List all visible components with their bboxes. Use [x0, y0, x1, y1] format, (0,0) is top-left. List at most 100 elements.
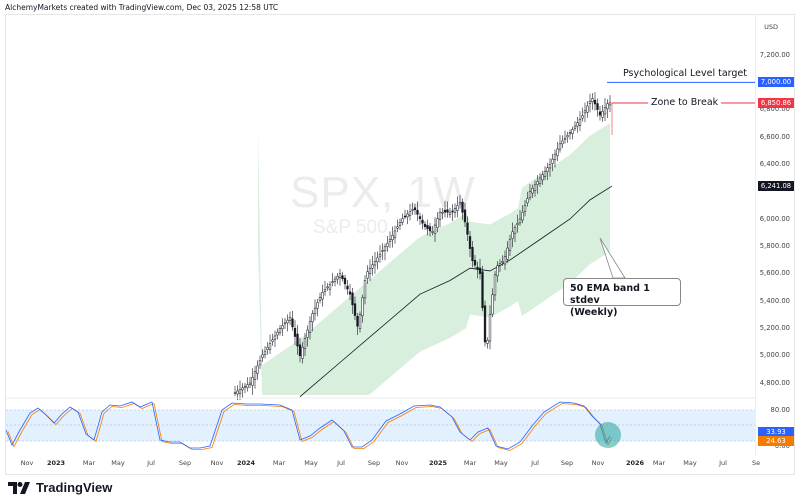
candle-body [476, 266, 479, 270]
candle-body [308, 321, 312, 333]
candle-body [436, 218, 439, 228]
candle-body [413, 207, 417, 211]
candle-body [478, 267, 482, 274]
candle-body [236, 390, 239, 395]
time-tick: Nov [20, 459, 34, 467]
candle-body [466, 222, 469, 235]
candle-body [563, 137, 567, 140]
price-tag: 6,241.08 [758, 181, 794, 191]
candle-body [406, 213, 409, 218]
candle-body [491, 294, 494, 315]
price-tag: 33.93 [758, 427, 794, 437]
candle-body [363, 280, 367, 299]
time-tick: 2024 [236, 459, 256, 467]
currency-unit: USD [764, 23, 778, 31]
candle-body [258, 359, 262, 366]
candle-body [571, 129, 574, 134]
callout-pointer [599, 237, 626, 279]
candle-body [581, 115, 584, 119]
time-tick: Se [751, 459, 761, 467]
candle-body [458, 202, 462, 205]
candle-body [471, 247, 474, 262]
price-tick: 6,800.00 [759, 105, 790, 113]
candle-body [591, 98, 594, 102]
candle-body [428, 226, 432, 232]
candle-body [248, 382, 252, 385]
time-tick: Nov [591, 459, 605, 467]
price-tag: 24.63 [758, 436, 794, 446]
candle-body [486, 340, 489, 344]
candle-body [418, 216, 422, 219]
candle-body [391, 234, 394, 241]
candle-body [513, 227, 517, 234]
candle-body [603, 107, 607, 115]
candle-body [508, 239, 512, 251]
candle-body [338, 273, 342, 279]
price-tick: 5,600.00 [759, 269, 790, 277]
candle-body [283, 322, 287, 325]
candle-body [306, 329, 309, 338]
candle-body [606, 103, 609, 110]
candle-body [543, 170, 547, 177]
candle-body [261, 354, 264, 358]
candle-body [311, 313, 314, 323]
ema-callout: 50 EMA band 1 stdev (Weekly) [563, 278, 681, 318]
candle-body [456, 205, 459, 211]
candle-body [523, 205, 527, 212]
price-axis[interactable]: USD 7,200.00 6,800.00 6,600.00 6,400.00 6,00… [755, 15, 796, 455]
candle-body [506, 247, 509, 260]
ema-callout-line1: 50 EMA band 1 stdev [570, 283, 650, 306]
price-tick: 4,800.00 [759, 379, 790, 387]
candle-body [608, 102, 612, 106]
time-tick: Sep [178, 459, 192, 467]
candle-body [296, 333, 299, 347]
candle-body [528, 191, 532, 198]
candle-body [481, 271, 484, 309]
ema-band-area [258, 123, 610, 396]
time-tick: 2023 [46, 459, 66, 467]
candle-body [276, 331, 279, 336]
candle-body [281, 325, 284, 330]
candle-body [593, 100, 597, 105]
price-tag: 6,850.86 [758, 98, 794, 108]
candle-body [251, 377, 254, 386]
candle-body [346, 285, 349, 290]
candle-body [358, 314, 362, 329]
candle-body [386, 242, 389, 247]
oversold-highlight [595, 422, 621, 448]
footer: TradingView [8, 480, 112, 495]
candle-body [288, 317, 292, 321]
candle-body [328, 284, 332, 290]
candle-body [511, 231, 514, 239]
candle-body [561, 140, 564, 145]
candle-body [541, 174, 544, 181]
candle-body [373, 261, 377, 266]
time-tick: 2026 [625, 459, 645, 467]
stoch-d-line [7, 402, 613, 451]
candle-body [376, 257, 379, 263]
price-tick: 5,800.00 [759, 242, 790, 250]
candle-body [383, 246, 387, 252]
candle-body [293, 327, 297, 337]
watermark-symbol: SPX, 1W [290, 168, 476, 217]
candle-body [416, 210, 419, 215]
candle-body [438, 211, 442, 220]
time-tick: Mar [82, 459, 96, 467]
price-tick: 6,000.00 [759, 215, 790, 223]
candle-body [566, 135, 569, 138]
candle-body [326, 286, 329, 289]
candle-body [488, 314, 492, 342]
stoch-k-line [5, 401, 611, 450]
candle-body [501, 261, 504, 263]
candle-body [356, 316, 359, 327]
candle-body [323, 289, 327, 292]
candle-body [583, 110, 587, 114]
candle-body [441, 211, 444, 214]
time-tick: Jul [147, 459, 155, 467]
candle-body [553, 153, 557, 160]
candle-body [243, 385, 247, 388]
candle-body [588, 100, 592, 105]
candle-body [403, 215, 407, 218]
candle-body [301, 346, 304, 359]
